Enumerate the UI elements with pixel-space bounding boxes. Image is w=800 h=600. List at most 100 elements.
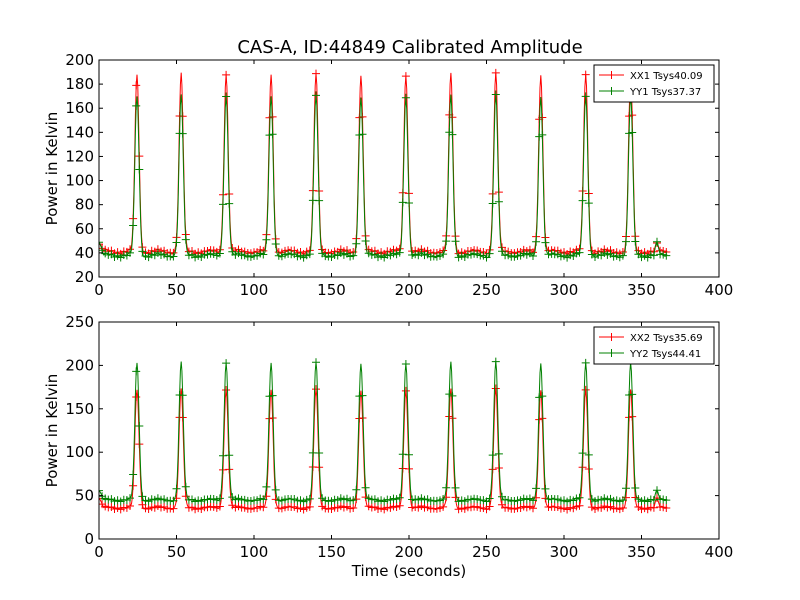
data-point: [172, 484, 181, 493]
legend-marker: [607, 87, 616, 95]
y-axis-label: Power in Kelvin: [43, 112, 61, 226]
data-point: [271, 240, 280, 249]
data-point: [491, 384, 500, 393]
data-point: [451, 237, 460, 246]
data-point: [653, 486, 661, 495]
data-point: [259, 250, 268, 259]
data-point: [352, 239, 361, 248]
data-point: [662, 496, 671, 505]
data-point: [178, 413, 187, 422]
data-point: [352, 485, 361, 494]
x-tick-label: 350: [627, 543, 656, 561]
data-point: [498, 247, 506, 256]
data-point: [222, 70, 231, 79]
x-tick-label: 300: [550, 281, 579, 299]
data-point: [268, 391, 277, 400]
bottom-panel: 0 50 100 150 200 250 300 350 400 0 50 100 150 200 250 P…: [43, 313, 733, 580]
data-point: [485, 494, 494, 503]
data-point: [225, 199, 234, 208]
data-point: [494, 449, 503, 458]
data-point: [219, 200, 227, 209]
data-point: [132, 81, 141, 90]
data-point: [581, 358, 590, 367]
data-point: [448, 130, 457, 139]
x-tick-label: 0: [94, 543, 104, 561]
data-point: [485, 249, 494, 258]
data-point: [358, 391, 367, 400]
data-point: [488, 451, 497, 460]
y-axis-label: Power in Kelvin: [43, 374, 61, 488]
x-tick-label: 100: [240, 281, 269, 299]
data-point: [169, 496, 178, 505]
top-panel: 0 50 100 150 200 250 300 350 400 20 40 60 80 100 120 14…: [43, 51, 733, 299]
data-point: [575, 493, 584, 502]
data-point: [442, 237, 451, 246]
data-point: [219, 451, 227, 460]
data-point: [485, 502, 494, 511]
data-point: [538, 414, 547, 423]
data-point: [268, 130, 277, 139]
legend-box: [593, 326, 715, 365]
data-point: [305, 502, 314, 511]
data-point: [126, 501, 134, 510]
y-tick-label: 180: [65, 75, 94, 93]
data-point: [532, 484, 541, 493]
data-point: [262, 482, 271, 491]
data-point: [361, 483, 370, 492]
x-tick-label: 50: [167, 281, 186, 299]
plot-area: [99, 68, 671, 262]
y-tick-label: 160: [65, 99, 94, 117]
data-point: [529, 504, 537, 513]
data-point: [401, 386, 410, 395]
y-tick-label: 100: [65, 172, 94, 190]
data-point: [312, 385, 320, 394]
data-point: [178, 129, 187, 138]
x-tick-label: 400: [705, 543, 734, 561]
data-point: [451, 493, 460, 502]
y-tick-label: 100: [65, 443, 94, 461]
data-point: [271, 485, 280, 494]
data-point: [349, 251, 358, 260]
y-tick-label: 50: [75, 487, 94, 505]
data-point: [491, 357, 500, 366]
data-point: [628, 412, 637, 421]
x-tick-label: 200: [395, 543, 424, 561]
data-point: [178, 391, 187, 400]
series-markers-2: [99, 357, 671, 506]
data-point: [138, 247, 147, 256]
legend-label: YY1 Tsys37.37: [629, 87, 701, 98]
legend-label: XX1 Tsys40.09: [630, 71, 703, 82]
data-point: [349, 496, 358, 505]
data-point: [622, 484, 630, 493]
data-point: [129, 221, 138, 230]
data-point: [575, 501, 584, 510]
data-point: [538, 392, 547, 401]
data-point: [361, 237, 370, 246]
data-point: [169, 504, 178, 513]
y-tick-label: 250: [65, 313, 94, 331]
series-line-2: [99, 361, 667, 503]
y-tick-label: 80: [75, 196, 94, 214]
y-tick-label: 40: [75, 244, 94, 262]
data-point: [268, 413, 277, 422]
data-point: [439, 250, 448, 259]
data-point: [181, 235, 190, 244]
data-point: [215, 249, 224, 258]
x-axis-label: Time (seconds): [351, 562, 467, 580]
data-point: [532, 237, 541, 246]
data-point: [395, 501, 404, 510]
data-point: [312, 69, 320, 78]
data-point: [215, 502, 224, 511]
data-point: [439, 495, 448, 504]
legend-label: XX2 Tsys35.69: [630, 333, 703, 344]
data-point: [181, 482, 190, 491]
data-point: [662, 503, 671, 512]
data-point: [129, 470, 138, 479]
x-tick-label: 100: [240, 543, 269, 561]
data-point: [653, 237, 661, 246]
data-point: [222, 92, 231, 101]
data-point: [225, 451, 234, 460]
x-tick-label: 50: [167, 543, 186, 561]
data-point: [628, 390, 637, 399]
